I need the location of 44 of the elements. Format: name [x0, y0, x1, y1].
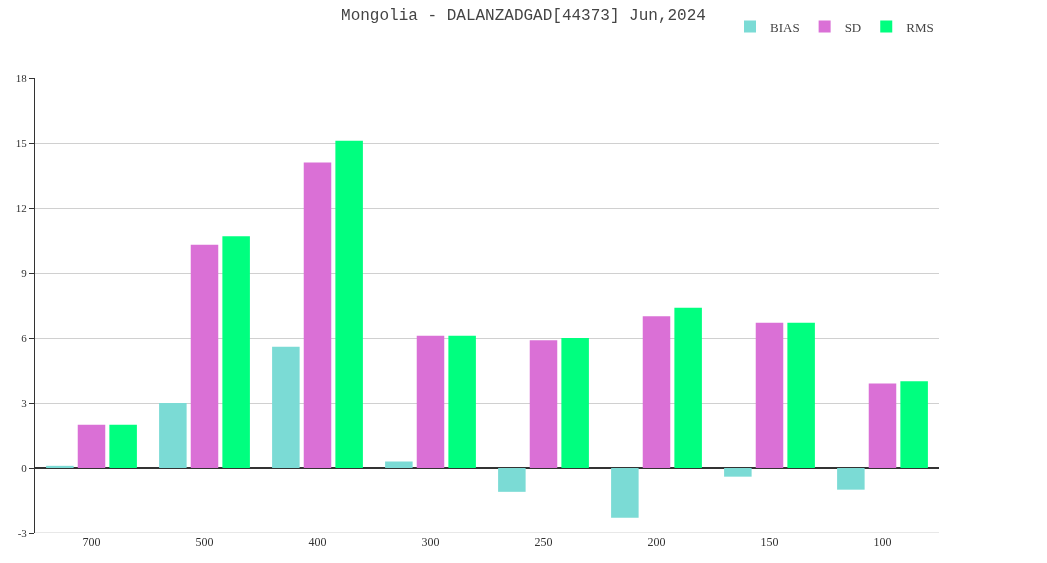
- x-tick-label: 150: [760, 535, 779, 549]
- bar: [190, 244, 219, 468]
- x-tick-label: 400: [308, 535, 327, 549]
- bar: [755, 322, 784, 468]
- x-tick-label: 500: [195, 535, 214, 549]
- bar: [611, 468, 639, 518]
- bar: [416, 335, 445, 468]
- y-tick-label: 6: [21, 331, 28, 344]
- legend-label: SD: [844, 19, 862, 35]
- bar: [159, 403, 187, 468]
- bar: [837, 468, 865, 490]
- bar: [335, 140, 363, 468]
- bar: [529, 340, 558, 468]
- x-tick-label: 200: [647, 535, 666, 549]
- x-tick-label: 100: [873, 535, 892, 549]
- y-tick-label: 0: [21, 461, 28, 474]
- bar: [77, 424, 106, 468]
- bar: [46, 465, 74, 468]
- bar: [787, 322, 815, 468]
- y-tick-label: 3: [21, 396, 28, 409]
- bar: [868, 383, 897, 468]
- bar: [642, 316, 671, 468]
- y-tick-label: 18: [15, 71, 28, 84]
- bar: [222, 236, 250, 468]
- chart-title: Mongolia - DALANZADGAD[44373] Jun,2024: [341, 6, 706, 25]
- bar: [385, 461, 413, 468]
- y-tick-label: 12: [15, 201, 27, 214]
- bar: [272, 346, 300, 468]
- x-tick-label: 700: [82, 535, 101, 549]
- y-tick-label: 15: [15, 136, 28, 149]
- bar: [561, 338, 589, 468]
- x-tick-label: 250: [534, 535, 553, 549]
- bar: [674, 307, 702, 468]
- bar: [498, 468, 526, 492]
- bar: [109, 424, 137, 468]
- legend-label: RMS: [906, 19, 934, 35]
- x-tick-label: 300: [421, 535, 440, 549]
- bar: [448, 335, 476, 468]
- y-tick-label: -3: [17, 526, 28, 539]
- bar: [303, 162, 332, 468]
- bar: [724, 468, 752, 477]
- y-tick-label: 9: [21, 266, 28, 279]
- legend-label: BIAS: [770, 19, 800, 35]
- bar: [900, 381, 928, 468]
